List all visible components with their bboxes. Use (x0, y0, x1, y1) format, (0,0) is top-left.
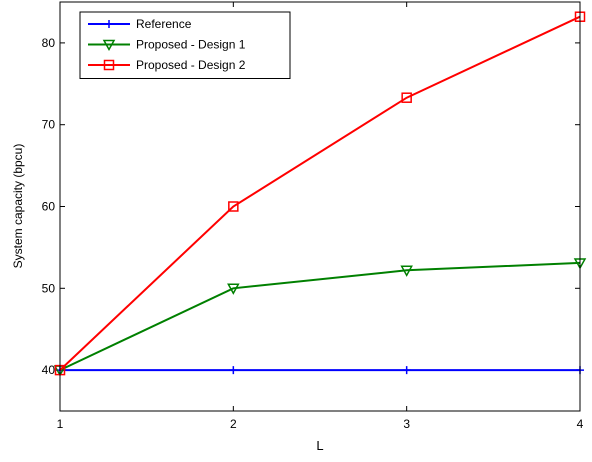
legend: Reference Proposed - Design 1 Proposed - D… (79, 11, 291, 79)
tick-labels: 1 2 3 4 40 50 60 70 80 (42, 36, 584, 431)
series-line (59, 261, 581, 372)
x-tick-label: 2 (230, 417, 237, 431)
plot-frame (59, 1, 581, 412)
legend-entry: Proposed - Design 1 (88, 38, 246, 52)
legend-label: Proposed - Design 2 (136, 58, 246, 72)
y-tick-label: 50 (42, 281, 56, 295)
data-point (228, 201, 239, 212)
y-axis-label: System capacity (bpcu) (11, 144, 25, 269)
x-axis-label: L (316, 438, 323, 453)
x-tick-label: 4 (577, 417, 584, 431)
data-point (229, 366, 238, 375)
y-tick-label: 60 (42, 200, 56, 214)
x-tick-label: 3 (403, 417, 410, 431)
x-tick-label: 1 (57, 417, 64, 431)
data-point (400, 265, 413, 277)
legend-marker (102, 39, 116, 52)
series-2 (53, 258, 587, 377)
legend-marker (105, 20, 113, 28)
legend-entry: Proposed - Design 2 (88, 58, 246, 72)
data-point (227, 283, 240, 295)
y-tick-label: 70 (42, 118, 56, 132)
legend-label: Reference (136, 17, 192, 31)
legend-entry: Reference (88, 17, 192, 31)
data-point (402, 366, 411, 375)
legend-label: Proposed - Design 1 (136, 38, 246, 52)
axis-ticks (59, 2, 581, 411)
legend-marker (103, 59, 115, 71)
y-tick-label: 80 (42, 36, 56, 50)
y-tick-label: 40 (42, 363, 56, 377)
series-1 (56, 366, 584, 375)
data-point (401, 92, 412, 103)
series-line (59, 15, 581, 371)
